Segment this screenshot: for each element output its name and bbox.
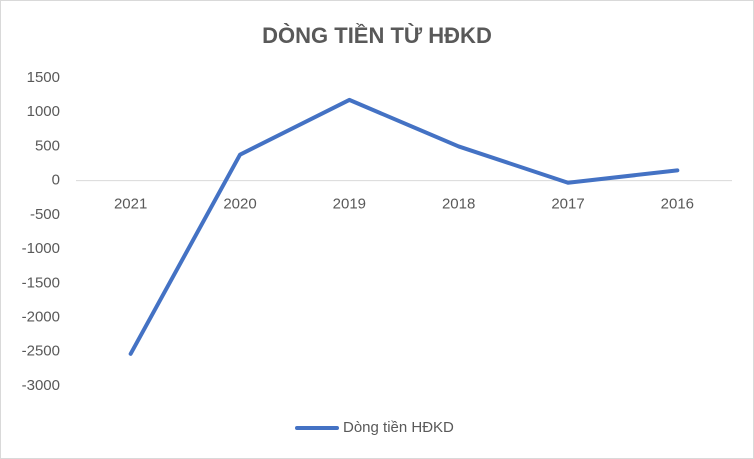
y-tick-label: -500 <box>30 206 60 223</box>
data-line <box>128 97 680 356</box>
y-tick-label: -3000 <box>22 377 60 394</box>
y-tick-label: 500 <box>35 137 60 154</box>
y-tick-label: -2500 <box>22 343 60 360</box>
x-tick-label: 2019 <box>333 196 366 213</box>
y-tick-label: -2000 <box>22 309 60 326</box>
y-tick-label: 1000 <box>27 103 60 120</box>
chart-title: DÒNG TIỀN TỪ HĐKD <box>262 23 492 48</box>
x-tick-label: 2018 <box>442 196 475 213</box>
legend-label: Dòng tiền HĐKD <box>343 419 454 436</box>
y-tick-label: -1000 <box>22 240 60 257</box>
x-tick-label: 2017 <box>551 196 584 213</box>
x-tick-label: 2016 <box>661 196 694 213</box>
x-tick-label: 2021 <box>114 196 147 213</box>
y-tick-label: 1500 <box>27 69 60 86</box>
y-tick-label: 0 <box>52 172 60 189</box>
x-tick-label: 2020 <box>223 196 256 213</box>
y-tick-label: -1500 <box>22 274 60 291</box>
